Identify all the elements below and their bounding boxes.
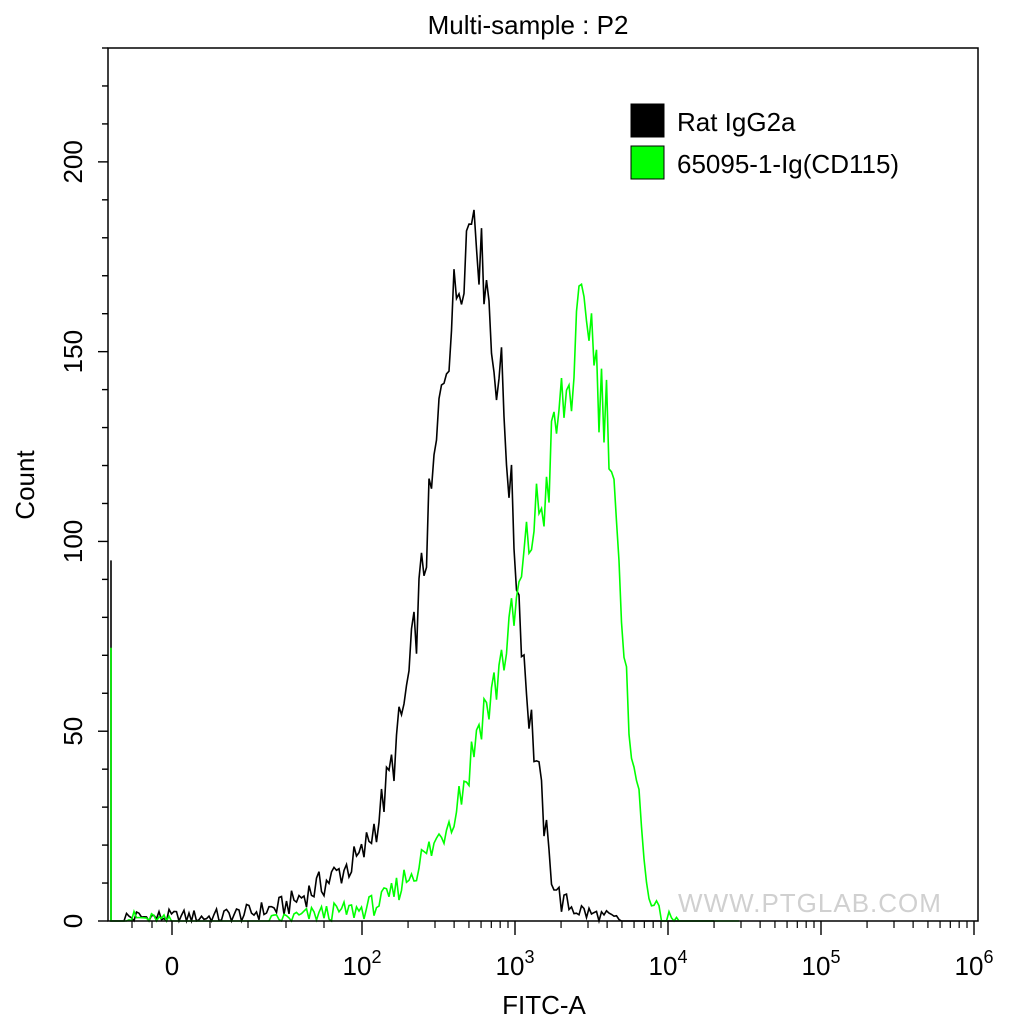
legend-label: 65095-1-Ig(CD115) [677,149,899,179]
y-axis-label: Count [10,450,40,520]
legend-swatch [630,103,665,138]
y-tick-label: 0 [58,914,88,928]
legend-label: Rat IgG2a [677,107,796,137]
x-tick-label: 105 [802,947,841,981]
plot-frame [107,47,979,922]
x-axis: 0 102 103 104 105 106 [131,921,994,981]
series-line [110,282,739,923]
y-tick-label: 150 [58,330,88,373]
y-tick-label: 200 [58,140,88,183]
x-axis-label: FITC-A [502,990,586,1020]
series-layer [110,209,739,925]
x-tick-label: 103 [496,947,535,981]
series-line [110,209,714,925]
x-tick-label: 104 [649,947,688,981]
legend-swatch [630,145,665,180]
y-tick-label: 100 [58,520,88,563]
x-tick-label: 106 [955,947,994,981]
x-tick-label: 102 [343,947,382,981]
y-axis: 0 50 100 150 200 [58,47,108,928]
y-tick-label: 50 [58,717,88,746]
chart-title: Multi-sample : P2 [428,10,629,40]
legend: Rat IgG2a 65095-1-Ig(CD115) [630,103,899,180]
x-tick-label: 0 [165,951,179,981]
watermark: WWW.PTGLAB.COM [678,888,942,918]
